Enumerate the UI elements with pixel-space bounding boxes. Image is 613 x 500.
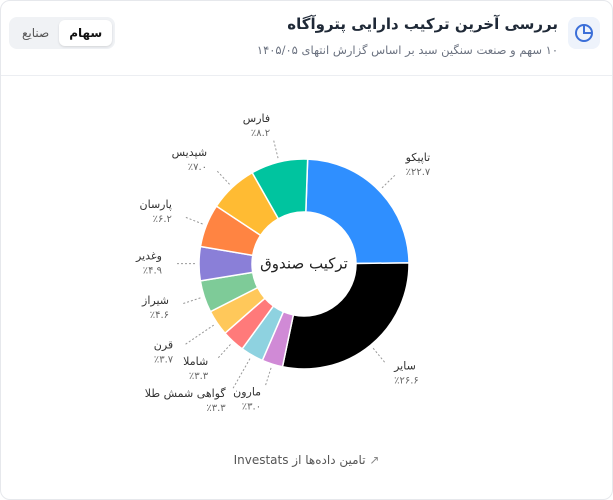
value-label: ٪۴.۹	[143, 266, 162, 277]
leader-line	[372, 347, 386, 364]
slice-label: پارسان	[140, 198, 172, 211]
leader-line	[381, 174, 396, 189]
value-label: ٪۴.۶	[150, 310, 169, 321]
leader-line	[184, 216, 203, 225]
slice-label: فارس	[243, 112, 270, 125]
value-label: ٪۶.۲	[153, 214, 172, 225]
header: بررسی آخرین ترکیب دارایی پتروآگاه ۱۰ سهم…	[1, 1, 612, 76]
tab-group: صنایع سهام	[9, 17, 116, 49]
value-label: ٪۳.۳	[189, 371, 209, 382]
slice	[305, 158, 410, 265]
leader-line	[217, 344, 231, 359]
slice-label: سایر	[393, 360, 416, 373]
value-label: ٪۲۶.۶	[394, 376, 419, 387]
tab[interactable]: سهام	[59, 20, 113, 46]
footer-text[interactable]: تامین داده‌ها از Investats	[233, 453, 366, 467]
leader-line	[232, 358, 251, 390]
slice-label: شیراز	[141, 294, 169, 307]
value-label: ٪۸.۲	[251, 128, 270, 139]
leader-line	[182, 297, 201, 305]
slice-label: مارون	[233, 385, 261, 398]
chart: تاپیکو ٪۲۲.۷ سایر ٪۲۶.۶ مارون ٪۳.۰ گواهی شمش ط…	[135, 112, 431, 414]
leader-line	[216, 170, 230, 185]
subtitle: ۱۰ سهم و صنعت سنگین سبد بر اساس گزارش ان…	[256, 43, 558, 57]
slice-label: شاملا	[183, 355, 208, 368]
slice-label: وغدیر	[135, 250, 162, 263]
leader-line	[184, 324, 215, 346]
slice	[251, 158, 309, 220]
slice-label: قرن	[154, 339, 173, 352]
footer[interactable]: ↗ تامین داده‌ها از Investats	[233, 453, 380, 467]
value-label: ٪۳.۷	[154, 355, 174, 366]
value-label: ٪۳.۰	[242, 401, 261, 412]
value-label: ٪۷.۰	[188, 162, 207, 173]
title: بررسی آخرین ترکیب دارایی پتروآگاه	[287, 15, 558, 33]
slice-label: تاپیکو	[405, 151, 431, 164]
pie-icon	[568, 17, 600, 49]
tab[interactable]: صنایع	[22, 26, 50, 40]
value-label: ٪۲۲.۷	[406, 167, 431, 178]
center-label: ترکیب صندوق	[260, 255, 348, 273]
slice	[281, 262, 410, 370]
slice-label: شپدیس	[172, 146, 207, 159]
slice-label: گواهی شمش طلا	[145, 387, 227, 400]
leader-line	[273, 139, 279, 159]
leader-line	[264, 367, 272, 387]
value-label: ٪۳.۳	[206, 403, 226, 414]
